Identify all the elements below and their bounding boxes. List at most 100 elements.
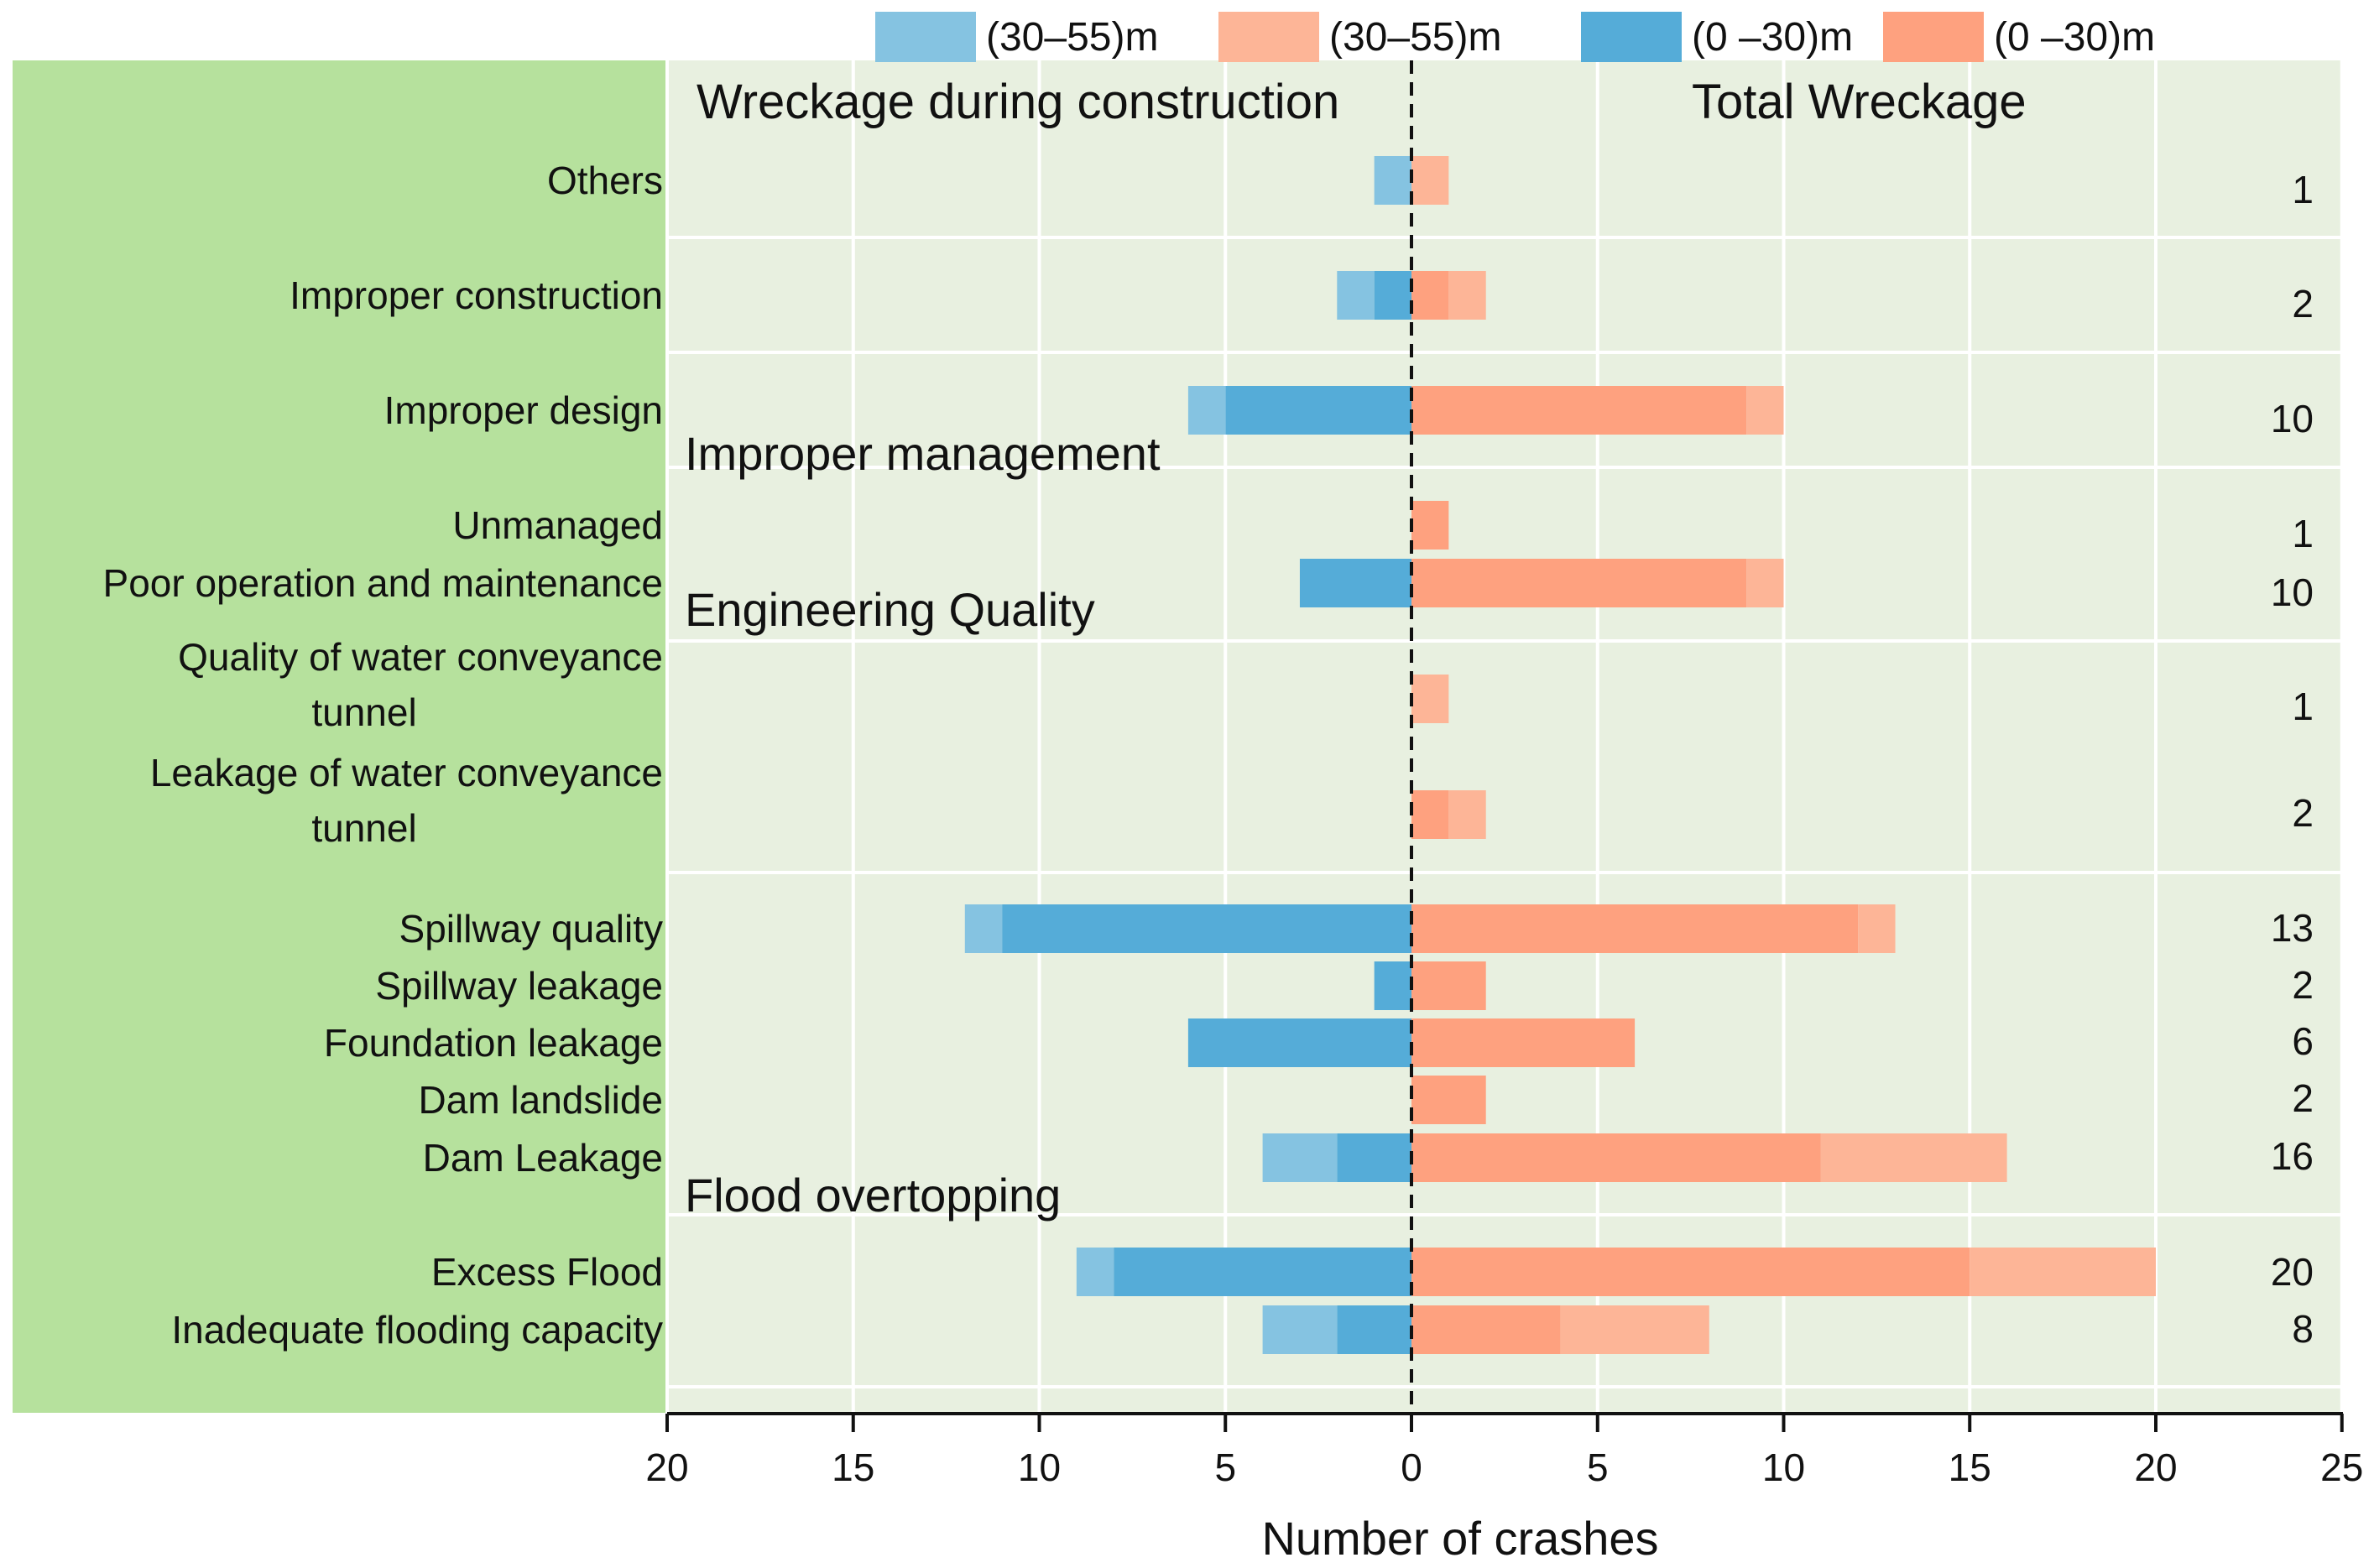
construction-bar-30-55m bbox=[1337, 271, 1375, 320]
total-bar-0-30m bbox=[1411, 1248, 1970, 1296]
total-bar-0-30m bbox=[1411, 1076, 1486, 1124]
category-label: Poor operation and maintenance bbox=[103, 561, 663, 605]
total-bar-30-55m bbox=[1858, 904, 1896, 953]
category-label: Improper construction bbox=[290, 273, 663, 317]
total-count-label: 1 bbox=[2292, 512, 2314, 555]
total-labels: 1 2 10 1 10 1 2 13 2 6 2 16 20 8 bbox=[2271, 168, 2314, 1351]
total-bar-0-30m bbox=[1411, 961, 1486, 1010]
total-bar-0-30m bbox=[1411, 1018, 1636, 1067]
total-bar-30-55m bbox=[1820, 1133, 2007, 1182]
total-count-label: 10 bbox=[2271, 570, 2314, 614]
x-tick-label: 25 bbox=[2320, 1446, 2363, 1489]
category-label: Quality of water conveyance bbox=[178, 635, 663, 679]
construction-bar-0-30m bbox=[1374, 961, 1411, 1010]
x-tick-label: 15 bbox=[832, 1446, 874, 1489]
x-axis-title: Number of crashes bbox=[1261, 1512, 1658, 1565]
legend-swatch bbox=[1581, 12, 1682, 62]
total-bar-0-30m bbox=[1411, 559, 1747, 607]
total-count-label: 20 bbox=[2271, 1250, 2314, 1294]
total-count-label: 1 bbox=[2292, 168, 2314, 211]
category-label: Improper design bbox=[384, 388, 663, 432]
category-label: Inadequate flooding capacity bbox=[171, 1308, 663, 1352]
total-bar-0-30m bbox=[1411, 790, 1449, 839]
category-label: Dam landslide bbox=[419, 1078, 663, 1122]
total-count-label: 2 bbox=[2292, 963, 2314, 1007]
construction-bar-0-30m bbox=[1337, 1305, 1411, 1354]
total-bar-0-30m bbox=[1411, 904, 1859, 953]
construction-bar-30-55m bbox=[1374, 156, 1411, 205]
total-bar-30-55m bbox=[1448, 790, 1486, 839]
total-count-label: 1 bbox=[2292, 685, 2314, 728]
total-count-label: 2 bbox=[2292, 1076, 2314, 1120]
total-count-label: 16 bbox=[2271, 1134, 2314, 1178]
x-tick-label: 5 bbox=[1214, 1446, 1236, 1489]
category-labels: Others Improper construction Improper desi… bbox=[103, 159, 663, 1352]
legend: (30–55)m (30–55)m (0 –30)m (0 –30)m bbox=[875, 12, 2155, 62]
total-bar-0-30m bbox=[1411, 501, 1449, 550]
construction-bar-30-55m bbox=[964, 904, 1003, 953]
section-headers: Improper management Engineering Quality Fl… bbox=[685, 427, 1161, 1222]
total-count-label: 13 bbox=[2271, 906, 2314, 950]
total-count-label: 2 bbox=[2292, 791, 2314, 835]
category-label: Unmanaged bbox=[452, 503, 663, 547]
category-label: Dam Leakage bbox=[423, 1136, 663, 1180]
construction-bar-30-55m bbox=[1262, 1305, 1338, 1354]
x-axis-ticks: 20 15 10 5 0 5 10 15 20 25 bbox=[645, 1414, 2363, 1489]
construction-bar-0-30m bbox=[1002, 904, 1411, 953]
x-tick-label: 0 bbox=[1401, 1446, 1422, 1489]
construction-bar-0-30m bbox=[1337, 1133, 1411, 1182]
x-tick-label: 5 bbox=[1587, 1446, 1609, 1489]
section-header: Engineering Quality bbox=[685, 583, 1095, 636]
legend-label: (30–55)m bbox=[1329, 15, 1501, 60]
category-label: Excess Flood bbox=[431, 1250, 663, 1294]
total-count-label: 10 bbox=[2271, 397, 2314, 440]
legend-swatch bbox=[1218, 12, 1319, 62]
bar-group bbox=[964, 156, 2156, 1354]
construction-bar-0-30m bbox=[1299, 559, 1411, 607]
total-bar-30-55m bbox=[1746, 559, 1784, 607]
category-label: Spillway leakage bbox=[375, 964, 663, 1008]
total-bar-30-55m bbox=[1970, 1248, 2156, 1296]
total-bar-0-30m bbox=[1411, 271, 1449, 320]
plot-area bbox=[667, 60, 2343, 1413]
construction-bar-30-55m bbox=[1262, 1133, 1338, 1182]
total-count-label: 8 bbox=[2292, 1307, 2314, 1351]
construction-bar-0-30m bbox=[1374, 271, 1411, 320]
category-label: Foundation leakage bbox=[324, 1021, 663, 1065]
section-header: Improper management bbox=[685, 427, 1161, 480]
x-tick-label: 10 bbox=[1018, 1446, 1061, 1489]
left-panel-title: Wreckage during construction bbox=[697, 75, 1339, 129]
section-header: Flood overtopping bbox=[685, 1169, 1061, 1222]
right-panel-title: Total Wreckage bbox=[1692, 75, 2027, 129]
total-bar-30-55m bbox=[1448, 271, 1486, 320]
category-label: Leakage of water conveyance bbox=[150, 751, 663, 794]
legend-swatch bbox=[875, 12, 976, 62]
total-bar-0-30m bbox=[1411, 386, 1747, 435]
legend-label: (0 –30)m bbox=[1994, 15, 2155, 60]
x-tick-label: 20 bbox=[2134, 1446, 2177, 1489]
total-bar-0-30m bbox=[1411, 1133, 1821, 1182]
total-bar-30-55m bbox=[1411, 675, 1449, 723]
legend-label: (30–55)m bbox=[986, 15, 1158, 60]
construction-bar-0-30m bbox=[1114, 1248, 1411, 1296]
legend-swatch bbox=[1883, 12, 1984, 62]
category-label: Spillway quality bbox=[399, 907, 663, 951]
construction-bar-0-30m bbox=[1187, 1018, 1411, 1067]
x-tick-label: 20 bbox=[645, 1446, 688, 1489]
grid-lines bbox=[665, 60, 2344, 1413]
total-bar-0-30m bbox=[1411, 1305, 1561, 1354]
x-tick-label: 10 bbox=[1762, 1446, 1805, 1489]
total-bar-30-55m bbox=[1560, 1305, 1709, 1354]
category-label: Others bbox=[547, 159, 663, 202]
total-count-label: 2 bbox=[2292, 282, 2314, 326]
construction-bar-30-55m bbox=[1076, 1248, 1114, 1296]
category-label-continuation: tunnel bbox=[311, 690, 416, 734]
construction-bar-30-55m bbox=[1187, 386, 1226, 435]
total-bar-30-55m bbox=[1411, 156, 1449, 205]
total-count-label: 6 bbox=[2292, 1019, 2314, 1063]
category-label-continuation: tunnel bbox=[311, 806, 416, 850]
construction-bar-0-30m bbox=[1225, 386, 1411, 435]
total-bar-30-55m bbox=[1746, 386, 1784, 435]
legend-label: (0 –30)m bbox=[1692, 15, 1853, 60]
